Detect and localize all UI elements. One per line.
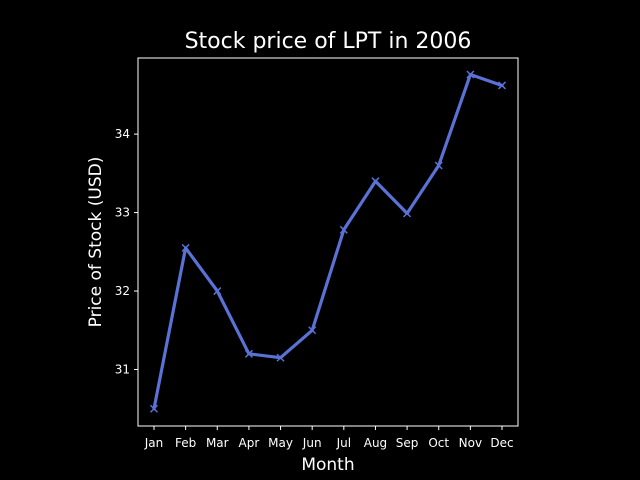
x-tick-label: Jan xyxy=(144,436,164,450)
x-tick-label: Apr xyxy=(239,436,260,450)
x-axis-label: Month xyxy=(301,455,354,475)
series-group xyxy=(149,70,507,413)
data-point-marker xyxy=(371,177,380,186)
x-tick-label: Mar xyxy=(206,436,229,450)
chart-title: Stock price of LPT in 2006 xyxy=(185,29,472,54)
plot-area xyxy=(137,57,519,427)
x-tick-label: Feb xyxy=(175,436,196,450)
x-tick-label: May xyxy=(268,436,293,450)
y-tick-label: 34 xyxy=(115,127,130,141)
x-tick-label: Jul xyxy=(336,436,351,450)
data-point-marker xyxy=(403,209,412,218)
series-line xyxy=(152,72,504,411)
x-tick-label: Dec xyxy=(490,436,513,450)
data-point-marker xyxy=(276,353,285,362)
y-tick-label: 31 xyxy=(115,363,130,377)
data-point-marker xyxy=(181,243,190,252)
y-tick-label: 32 xyxy=(115,284,130,298)
data-point-marker xyxy=(466,70,475,79)
data-point-marker xyxy=(213,287,222,296)
data-point-marker xyxy=(497,81,507,90)
y-axis-label: Price of Stock (USD) xyxy=(86,157,106,328)
x-tick-label: Nov xyxy=(459,436,482,450)
x-tick-label: Aug xyxy=(364,436,387,450)
data-point-marker xyxy=(434,161,443,170)
data-point-marker xyxy=(149,404,159,413)
data-point-marker xyxy=(308,326,317,335)
y-tick-label: 33 xyxy=(115,206,130,220)
data-point-marker xyxy=(244,349,253,358)
x-tick-label: Jun xyxy=(302,436,322,450)
x-tick-label: Oct xyxy=(428,436,449,450)
y-axis-ticks: 31 32 33 34 xyxy=(115,127,138,377)
x-tick-label: Sep xyxy=(396,436,419,450)
x-axis-ticks: Jan Feb Mar Apr May Jun Jul Aug Sep Oct Nov Dec xyxy=(144,426,514,450)
data-point-marker xyxy=(339,225,348,234)
